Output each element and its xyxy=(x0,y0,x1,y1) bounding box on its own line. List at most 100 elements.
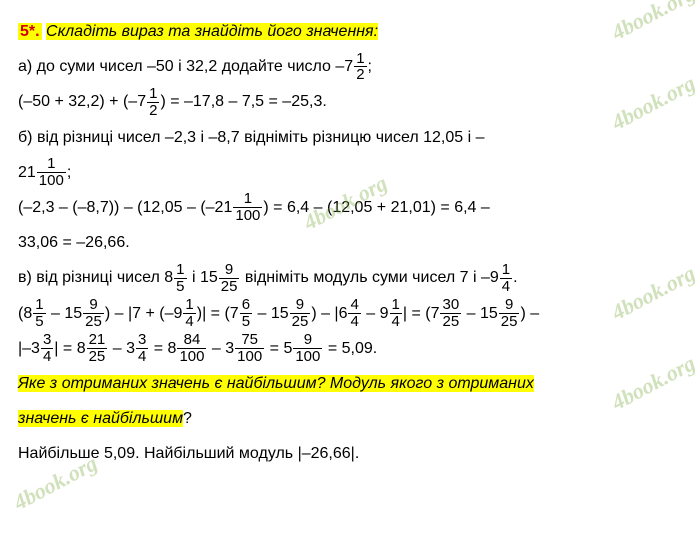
b-tail21: ; xyxy=(67,164,71,181)
c-w1-f8-d: 25 xyxy=(440,314,461,330)
c-w2-f4-d: 100 xyxy=(177,349,206,365)
c-mid1: і 15 xyxy=(188,269,218,286)
c-w1-f7: 14 xyxy=(390,297,402,330)
part-c-work-1: (815 – 15925) – |7 + (–914)| = (765 – 15… xyxy=(18,296,677,331)
c-w1-f1-n: 1 xyxy=(33,297,45,314)
c-w2-g: = 5,09. xyxy=(323,340,377,357)
c-w2-f: = 5 xyxy=(265,340,292,357)
c-w1-f7-d: 4 xyxy=(390,314,402,330)
c-w2-f2: 2125 xyxy=(87,332,108,365)
b-whole21: 21 xyxy=(18,164,36,181)
c-w2-f4-n: 84 xyxy=(177,332,206,349)
c-f3-d: 4 xyxy=(500,279,512,295)
c-w1-f: ) – |6 xyxy=(311,305,347,322)
c-w1-f7-n: 1 xyxy=(390,297,402,314)
c-f1-n: 1 xyxy=(174,262,186,279)
a-work-frac-n: 1 xyxy=(147,86,159,103)
c-w1-f5-n: 9 xyxy=(290,297,311,314)
c-w1-a: (8 xyxy=(18,305,32,322)
c-w1-f4-n: 6 xyxy=(240,297,252,314)
c-w1-h: | = (7 xyxy=(403,305,440,322)
part-b-work-1: (–2,3 – (–8,7)) – (12,05 – (–211100) = 6… xyxy=(18,190,677,225)
a-tail: ; xyxy=(368,58,372,75)
c-w1-d: )| = (7 xyxy=(197,305,239,322)
b-w1-left: (–2,3 – (–8,7)) – (12,05 – (–21 xyxy=(18,199,232,216)
c-w2-c: – 3 xyxy=(108,340,135,357)
question-mark: ? xyxy=(183,410,192,427)
a-frac: 12 xyxy=(354,51,366,84)
task-title: Складіть вираз та знайдіть його значення xyxy=(46,23,374,40)
c-f3: 14 xyxy=(500,262,512,295)
c-w2-f2-d: 25 xyxy=(87,349,108,365)
c-w1-f6-d: 4 xyxy=(348,314,360,330)
c-w1-f3-d: 4 xyxy=(183,314,195,330)
c-w2-f3: 34 xyxy=(136,332,148,365)
c-w1-f8-n: 30 xyxy=(440,297,461,314)
question-text-2: значень є найбільшим xyxy=(18,410,183,427)
c-w2-f5-n: 75 xyxy=(235,332,264,349)
part-c-statement: в) від різниці чисел 815 і 15925 віднімі… xyxy=(18,260,677,295)
c-w1-f2: 925 xyxy=(83,297,104,330)
b-w2: 33,06 = –26,66. xyxy=(18,234,130,251)
c-w1-f5-d: 25 xyxy=(290,314,311,330)
c-w2-f6: 9100 xyxy=(293,332,322,365)
a-frac-n: 1 xyxy=(354,51,366,68)
c-w1-f8: 3025 xyxy=(440,297,461,330)
part-a-work: (–50 + 32,2) + (–712) = –17,8 – 7,5 = –2… xyxy=(18,84,677,119)
c-w2-f4: 84100 xyxy=(177,332,206,365)
a-work-frac-d: 2 xyxy=(147,103,159,119)
part-a-statement: а) до суми чисел –50 і 32,2 додайте числ… xyxy=(18,49,677,84)
c-w1-f9-n: 9 xyxy=(499,297,520,314)
c-w1-f5: 925 xyxy=(290,297,311,330)
c-w2-f3-d: 4 xyxy=(136,349,148,365)
c-w2-f6-d: 100 xyxy=(293,349,322,365)
b-w1-frac-n: 1 xyxy=(233,191,262,208)
c-w2-f5: 75100 xyxy=(235,332,264,365)
b-frac21: 1100 xyxy=(37,156,66,189)
c-w1-f4-d: 5 xyxy=(240,314,252,330)
c-f2-d: 25 xyxy=(219,279,240,295)
task-colon: : xyxy=(374,23,378,40)
b-w1-frac: 1100 xyxy=(233,191,262,224)
part-b-work-2: 33,06 = –26,66. xyxy=(18,225,677,260)
c-suffix: . xyxy=(513,269,517,286)
c-w1-f6-n: 4 xyxy=(348,297,360,314)
c-w2-b: | = 8 xyxy=(54,340,85,357)
task-title-line: 5*. Складіть вираз та знайдіть його знач… xyxy=(18,14,677,49)
c-w1-f1: 15 xyxy=(33,297,45,330)
c-f2: 925 xyxy=(219,262,240,295)
a-frac-d: 2 xyxy=(354,67,366,83)
c-w1-f9-d: 25 xyxy=(499,314,520,330)
part-b-statement: б) від різниці чисел –2,3 і –8,7 віднімі… xyxy=(18,120,677,155)
c-w2-a: |–3 xyxy=(18,340,40,357)
c-f2-n: 9 xyxy=(219,262,240,279)
c-w1-f4: 65 xyxy=(240,297,252,330)
c-w1-c: ) – |7 + (–9 xyxy=(105,305,183,322)
a-work-right: ) = –17,8 – 7,5 = –25,3. xyxy=(160,93,326,110)
c-w1-f2-n: 9 xyxy=(83,297,104,314)
c-w2-f1: 34 xyxy=(41,332,53,365)
c-w1-j: ) – xyxy=(520,305,539,322)
a-prefix: а) до суми чисел –50 і 32,2 додайте числ… xyxy=(18,58,353,75)
a-work-frac: 12 xyxy=(147,86,159,119)
c-w2-f6-n: 9 xyxy=(293,332,322,349)
answer-text: Найбільше 5,09. Найбільший модуль |–26,6… xyxy=(18,445,359,462)
c-w2-f3-n: 3 xyxy=(136,332,148,349)
c-w1-e: – 15 xyxy=(253,305,289,322)
question-line-2: значень є найбільшим? xyxy=(18,401,677,436)
c-w1-f3: 14 xyxy=(183,297,195,330)
c-prefix: в) від різниці чисел 8 xyxy=(18,269,173,286)
part-c-work-2: |–334| = 82125 – 334 = 884100 – 375100 =… xyxy=(18,331,677,366)
c-w1-f6: 44 xyxy=(348,297,360,330)
c-f3-n: 1 xyxy=(500,262,512,279)
c-w2-f1-d: 4 xyxy=(41,349,53,365)
answer-line: Найбільше 5,09. Найбільший модуль |–26,6… xyxy=(18,436,677,471)
b-prefix: б) від різниці чисел –2,3 і –8,7 віднімі… xyxy=(18,129,485,146)
c-w1-f3-n: 1 xyxy=(183,297,195,314)
c-f1-d: 5 xyxy=(174,279,186,295)
c-w2-f5-d: 100 xyxy=(235,349,264,365)
b-frac21-n: 1 xyxy=(37,156,66,173)
a-work-left: (–50 + 32,2) + (–7 xyxy=(18,93,146,110)
task-number: 5*. xyxy=(18,23,42,40)
c-w2-e: – 3 xyxy=(207,340,234,357)
